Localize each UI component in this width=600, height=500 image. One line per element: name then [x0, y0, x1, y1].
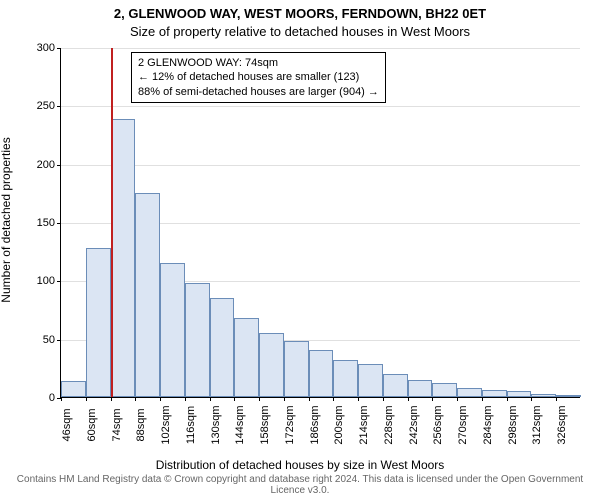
x-tick-label: 116sqm: [185, 406, 197, 444]
x-tick-label: 186sqm: [309, 405, 321, 444]
y-tick-mark: [57, 48, 61, 49]
x-tick-label: 312sqm: [531, 405, 543, 444]
histogram-bar: [111, 119, 136, 397]
x-tick-mark: [383, 397, 384, 401]
y-tick-label: 0: [49, 392, 55, 404]
gridline: [61, 48, 580, 49]
x-tick-mark: [507, 397, 508, 401]
x-tick-label: 88sqm: [135, 408, 147, 441]
histogram-bar: [531, 394, 556, 398]
histogram-bar: [259, 333, 284, 397]
x-tick-mark: [185, 397, 186, 401]
y-tick-mark: [57, 165, 61, 166]
y-tick-label: 200: [37, 159, 55, 171]
annotation-line1: 2 GLENWOOD WAY: 74sqm: [138, 56, 379, 70]
annotation-box: 2 GLENWOOD WAY: 74sqm ← 12% of detached …: [131, 52, 386, 103]
y-tick-label: 150: [37, 217, 55, 229]
y-axis-label: Number of detached properties: [0, 137, 13, 302]
histogram-bar: [556, 395, 581, 397]
x-tick-mark: [160, 397, 161, 401]
chart-subtitle: Size of property relative to detached ho…: [0, 24, 600, 39]
x-tick-label: 144sqm: [234, 405, 246, 444]
x-tick-label: 102sqm: [160, 405, 172, 444]
x-tick-label: 172sqm: [284, 405, 296, 444]
histogram-bar: [333, 360, 358, 397]
chart-container: 2, GLENWOOD WAY, WEST MOORS, FERNDOWN, B…: [0, 0, 600, 500]
gridline: [61, 106, 580, 107]
x-axis-label: Distribution of detached houses by size …: [0, 458, 600, 472]
reference-line: [111, 48, 113, 397]
annotation-line3: 88% of semi-detached houses are larger (…: [138, 85, 379, 99]
x-tick-mark: [457, 397, 458, 401]
x-tick-mark: [531, 397, 532, 401]
histogram-bar: [507, 391, 532, 397]
plot-area: 05010015020025030046sqm60sqm74sqm88sqm10…: [60, 48, 580, 398]
x-tick-label: 298sqm: [507, 405, 519, 444]
annotation-line2: ← 12% of detached houses are smaller (12…: [138, 70, 379, 84]
x-tick-mark: [111, 397, 112, 401]
x-tick-label: 158sqm: [259, 405, 271, 444]
histogram-bar: [135, 193, 160, 397]
histogram-bar: [309, 350, 334, 397]
x-tick-mark: [86, 397, 87, 401]
y-tick-mark: [57, 340, 61, 341]
x-tick-label: 326sqm: [556, 405, 568, 444]
x-tick-label: 256sqm: [432, 405, 444, 444]
histogram-bar: [185, 283, 210, 397]
histogram-bar: [160, 263, 185, 397]
x-tick-label: 200sqm: [333, 405, 345, 444]
x-tick-mark: [234, 397, 235, 401]
gridline: [61, 165, 580, 166]
histogram-bar: [482, 390, 507, 397]
y-tick-label: 250: [37, 100, 55, 112]
x-tick-mark: [432, 397, 433, 401]
x-tick-label: 74sqm: [111, 408, 123, 441]
x-tick-label: 46sqm: [61, 408, 73, 441]
histogram-bar: [210, 298, 235, 397]
x-tick-mark: [61, 397, 62, 401]
y-tick-label: 50: [43, 334, 55, 346]
histogram-bar: [457, 388, 482, 397]
chart-title-address: 2, GLENWOOD WAY, WEST MOORS, FERNDOWN, B…: [0, 6, 600, 21]
histogram-bar: [408, 380, 433, 398]
y-tick-mark: [57, 281, 61, 282]
x-tick-label: 242sqm: [408, 405, 420, 444]
histogram-bar: [234, 318, 259, 397]
histogram-bar: [284, 341, 309, 397]
x-tick-mark: [284, 397, 285, 401]
y-tick-label: 100: [37, 275, 55, 287]
histogram-bar: [86, 248, 111, 397]
histogram-bar: [432, 383, 457, 397]
histogram-bar: [383, 374, 408, 397]
x-tick-mark: [358, 397, 359, 401]
histogram-bar: [61, 381, 86, 397]
x-tick-label: 60sqm: [86, 408, 98, 441]
y-tick-mark: [57, 106, 61, 107]
histogram-bar: [358, 364, 383, 397]
x-tick-mark: [210, 397, 211, 401]
x-tick-label: 270sqm: [457, 405, 469, 444]
x-tick-label: 228sqm: [383, 405, 395, 444]
x-tick-mark: [135, 397, 136, 401]
y-tick-label: 300: [37, 42, 55, 54]
y-tick-mark: [57, 223, 61, 224]
x-tick-mark: [259, 397, 260, 401]
x-tick-mark: [333, 397, 334, 401]
x-tick-mark: [309, 397, 310, 401]
x-tick-mark: [556, 397, 557, 401]
x-tick-label: 130sqm: [210, 405, 222, 444]
x-tick-mark: [408, 397, 409, 401]
x-tick-mark: [482, 397, 483, 401]
x-tick-label: 284sqm: [482, 405, 494, 444]
x-tick-label: 214sqm: [358, 405, 370, 444]
footer-attribution: Contains HM Land Registry data © Crown c…: [0, 474, 600, 496]
